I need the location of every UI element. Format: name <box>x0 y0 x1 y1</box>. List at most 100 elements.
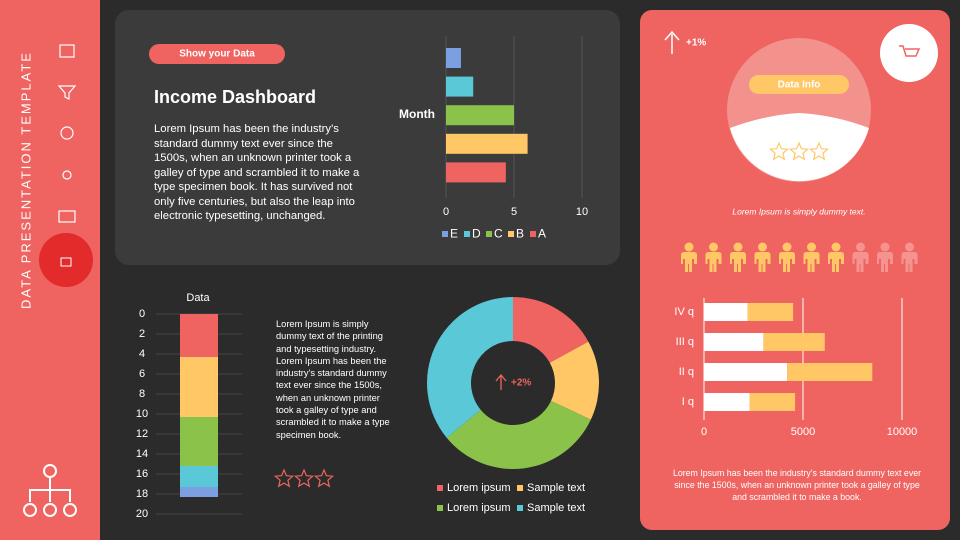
legend-swatch <box>530 231 536 237</box>
person-body <box>828 252 844 272</box>
legend-swatch <box>508 231 514 237</box>
x-tick-label: 0 <box>443 206 449 218</box>
bar-segment <box>180 314 218 357</box>
donut-slice <box>446 400 591 470</box>
y-tick-label: 12 <box>136 428 148 440</box>
y-tick-label: IV q <box>674 306 694 318</box>
sidebar-icons <box>57 44 77 223</box>
bar-segment <box>180 466 218 487</box>
y-tick-label: 18 <box>136 488 148 500</box>
active-item[interactable] <box>39 233 93 287</box>
bar-segment <box>749 393 796 411</box>
person-body <box>779 252 795 272</box>
legend-label: E <box>450 227 458 241</box>
x-tick-label: 5000 <box>791 426 815 438</box>
x-tick-label: 5 <box>511 206 517 218</box>
star <box>788 141 810 161</box>
info-button[interactable] <box>749 75 849 94</box>
y-tick-label: II q <box>679 366 694 378</box>
button-label: Show your Data <box>179 49 255 60</box>
donut-slice <box>513 297 589 363</box>
legend-label: Lorem ipsum <box>447 502 511 514</box>
bar <box>446 133 528 154</box>
person-body <box>730 252 746 272</box>
person-head <box>758 242 767 252</box>
title: Income Dashboard <box>154 87 316 107</box>
person-body <box>681 252 697 272</box>
legend-swatch <box>437 505 443 511</box>
legend-swatch <box>437 485 443 491</box>
icon-calendar <box>59 44 75 58</box>
y-tick-label: 0 <box>139 308 145 320</box>
person-body <box>705 252 722 272</box>
person-head <box>709 242 718 252</box>
info-circle-bottom <box>730 113 869 182</box>
info-button-label: Data Info <box>778 80 821 91</box>
person-head <box>807 242 816 252</box>
text-block: Lorem Ipsum is simply dummy text of the … <box>276 319 390 440</box>
legend-label: B <box>516 227 524 241</box>
chart-title: Data <box>186 292 210 304</box>
y-axis-label: Month <box>399 107 435 121</box>
icon-lock <box>60 257 72 267</box>
y-tick-label: 4 <box>139 348 145 360</box>
icon-briefcase <box>58 210 76 223</box>
bar-segment <box>704 303 748 321</box>
up-arrow <box>495 373 507 390</box>
bar-segment <box>180 417 218 466</box>
legend-swatch <box>442 231 448 237</box>
center-label: +2% <box>511 378 531 389</box>
y-tick-label: III q <box>676 336 694 348</box>
cart-circle <box>880 24 938 82</box>
bar-segment <box>704 363 788 381</box>
person-head <box>880 242 890 252</box>
person-head <box>831 242 841 252</box>
icon-filter <box>57 85 77 100</box>
legend-label: Lorem ipsum <box>447 482 511 494</box>
person-head <box>733 242 743 252</box>
y-tick-label: 2 <box>139 328 145 340</box>
person-head <box>856 242 865 252</box>
person-head <box>905 242 914 252</box>
bar-segment <box>763 333 825 351</box>
person-body <box>901 252 918 272</box>
panel <box>115 10 620 265</box>
star <box>768 141 790 161</box>
x-tick-label: 10 <box>576 206 588 218</box>
bar <box>446 76 474 97</box>
x-tick-label: 10000 <box>887 426 918 438</box>
change: +1% <box>686 38 706 49</box>
person-body <box>803 252 820 272</box>
bar <box>446 105 514 126</box>
up-arrow <box>664 30 680 54</box>
x-tick-label: 0 <box>701 426 707 438</box>
icon-gear <box>60 126 74 140</box>
bar <box>446 162 506 183</box>
bar-segment <box>704 333 764 351</box>
org-icon <box>23 464 77 517</box>
y-tick-label: 14 <box>136 448 148 460</box>
star <box>293 468 315 488</box>
bar-segment <box>180 487 218 497</box>
donut-slice <box>427 297 513 438</box>
bar-segment <box>747 303 794 321</box>
legend-label: C <box>494 227 503 241</box>
y-tick-label: 10 <box>136 408 148 420</box>
person-body <box>877 252 893 272</box>
bar-segment <box>787 363 873 381</box>
y-tick-label: 16 <box>136 468 148 480</box>
star <box>808 141 830 161</box>
y-tick-label: 8 <box>139 388 145 400</box>
bar-segment <box>704 393 750 411</box>
legend-swatch <box>464 231 470 237</box>
button[interactable] <box>149 44 285 64</box>
y-tick-label: I q <box>682 396 694 408</box>
legend-swatch <box>486 231 492 237</box>
donut-slice <box>549 341 600 420</box>
intro-text: Lorem Ipsum has been the industry's stan… <box>154 123 360 222</box>
legend-label: Sample text <box>527 502 585 514</box>
person-body <box>754 252 771 272</box>
legend-swatch <box>517 485 523 491</box>
person-head <box>684 242 694 252</box>
